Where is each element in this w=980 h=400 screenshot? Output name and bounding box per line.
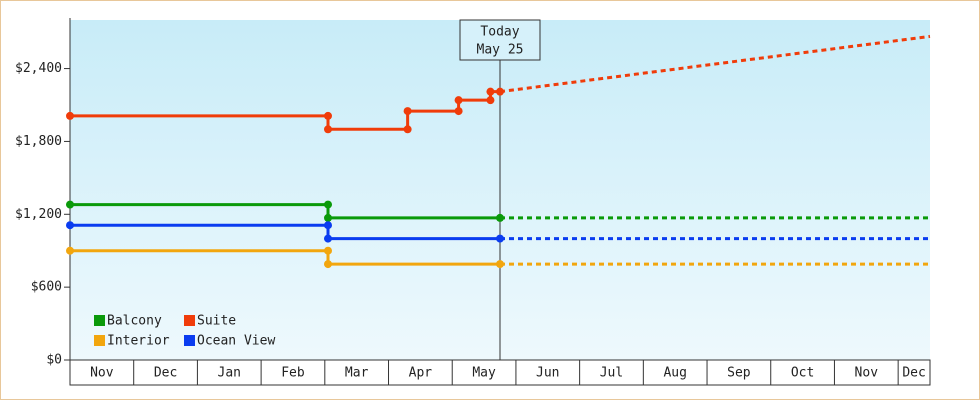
- price-line: [70, 249, 500, 266]
- y-tick-label: $2,400: [15, 61, 62, 76]
- price-point: [324, 111, 332, 120]
- price-point: [496, 234, 504, 243]
- price-point: [486, 96, 495, 105]
- legend-swatch: [94, 315, 105, 326]
- legend-swatch: [184, 335, 195, 346]
- legend-label: Balcony: [107, 314, 162, 329]
- x-tick-label: Dec: [154, 366, 177, 381]
- price-point: [324, 260, 332, 269]
- legend-swatch: [184, 315, 195, 326]
- x-tick-label: Aug: [663, 366, 686, 381]
- x-tick-label: Sep: [727, 366, 751, 381]
- price-point: [66, 246, 74, 255]
- price-line: [70, 203, 500, 220]
- price-point: [496, 87, 504, 96]
- y-tick-label: $600: [31, 280, 62, 295]
- price-point: [454, 107, 463, 116]
- price-point: [403, 125, 412, 134]
- y-tick-label: $0: [46, 353, 62, 368]
- x-tick-label: Oct: [791, 366, 814, 381]
- price-point: [66, 200, 74, 209]
- x-axis-band: [69, 359, 931, 386]
- price-point: [66, 221, 74, 230]
- price-point: [324, 125, 332, 134]
- today-label: Today: [480, 25, 519, 40]
- price-point: [496, 260, 504, 269]
- price-point: [496, 213, 504, 222]
- price-point: [324, 221, 332, 230]
- today-label: May 25: [477, 43, 524, 58]
- x-tick-label: Jul: [600, 366, 623, 381]
- price-point: [324, 246, 332, 255]
- x-tick-label: Apr: [409, 366, 433, 381]
- price-line: [70, 90, 500, 131]
- x-tick-label: Nov: [855, 366, 879, 381]
- forecast-line: [499, 34, 931, 94]
- x-tick-label: Mar: [345, 366, 369, 381]
- y-tick-label: $1,800: [15, 134, 62, 149]
- legend-label: Ocean View: [197, 334, 275, 349]
- x-tick-label: Dec: [902, 366, 925, 381]
- legend-label: Interior: [107, 334, 170, 349]
- x-tick-label: Jan: [218, 366, 241, 381]
- price-point: [403, 107, 412, 116]
- legend-swatch: [94, 335, 105, 346]
- today-box: [459, 19, 541, 61]
- price-point: [324, 234, 332, 243]
- price-point: [454, 96, 463, 105]
- x-tick-label: Jun: [536, 366, 559, 381]
- price-point: [324, 200, 332, 209]
- legend-label: Suite: [197, 314, 236, 329]
- x-tick-label: Nov: [90, 366, 114, 381]
- price-line: [70, 223, 500, 241]
- x-tick-label: Feb: [281, 366, 305, 381]
- price-point: [324, 213, 332, 222]
- y-tick-label: $1,200: [15, 207, 62, 222]
- price-point: [486, 87, 495, 96]
- price-point: [66, 111, 74, 120]
- x-tick-label: May: [472, 366, 496, 381]
